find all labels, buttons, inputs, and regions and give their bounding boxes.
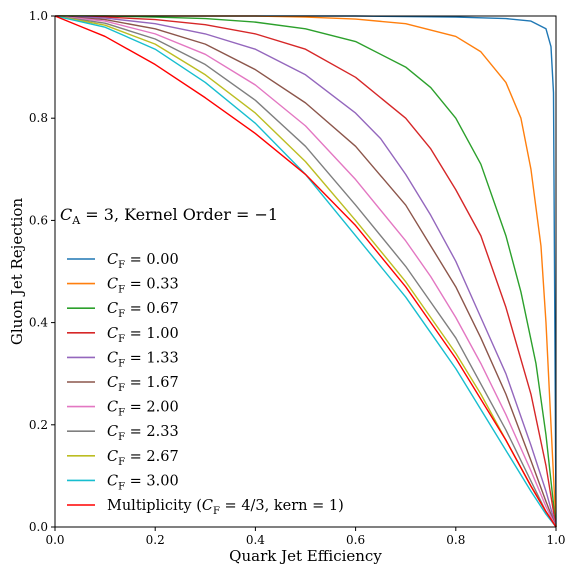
y-tick-label: 0.2: [29, 418, 48, 432]
series-line-10: [54, 15, 557, 528]
series-line-3: [54, 15, 557, 528]
legend-label-6: CF = 2.00: [107, 400, 179, 419]
x-tick-label: 0.8: [446, 533, 465, 547]
annotation-text: CA = 3, Kernel Order = −1: [60, 205, 278, 227]
plot-background: [55, 16, 556, 527]
y-axis-label: Gluon Jet Rejection: [8, 198, 26, 346]
y-tick-label: 0.4: [29, 316, 48, 330]
y-tick-label: 0.8: [29, 111, 48, 125]
x-axis-label: Quark Jet Efficiency: [229, 547, 382, 565]
legend-label-3: CF = 1.00: [107, 326, 179, 345]
y-tick-label: 0.6: [29, 213, 48, 227]
legend-label-4: CF = 1.33: [107, 350, 179, 369]
legend-label-7: CF = 2.33: [107, 424, 179, 443]
x-tick-label: 0.6: [346, 533, 365, 547]
legend-label-0: CF = 0.00: [107, 252, 179, 271]
y-tick-label: 1.0: [29, 9, 48, 23]
x-tick-label: 0.0: [45, 533, 64, 547]
series-line-6: [54, 15, 557, 528]
x-tick-label: 0.4: [246, 533, 265, 547]
legend-label-8: CF = 2.67: [107, 449, 179, 468]
legend-label-2: CF = 0.67: [107, 301, 179, 320]
legend: CF = 0.00 CF = 0.33 CF = 0.67 CF = 1.00 CF =…: [67, 252, 344, 517]
plot-frame: [54, 15, 557, 528]
legend-label-1: CF = 0.33: [107, 277, 179, 296]
series-line-5: [54, 15, 557, 528]
x-tick-label: 0.2: [146, 533, 165, 547]
y-tick-label: 0.0: [29, 520, 48, 534]
legend-label-10: Multiplicity (CF = 4/3, kern = 1): [107, 498, 344, 517]
x-tick-label: 1.0: [546, 533, 565, 547]
series-line-7: [54, 15, 557, 528]
series-line-9: [54, 15, 557, 528]
series-layer: [54, 15, 557, 528]
series-line-2: [55, 15, 557, 528]
tick-layer: 0.0 0.2 0.4 0.6 0.8 1.0 0.0 0.2 0.4 0.6 0.8 1.0: [29, 9, 566, 547]
series-line-4: [54, 15, 557, 528]
legend-label-9: CF = 3.00: [107, 473, 179, 492]
legend-label-5: CF = 1.67: [107, 375, 179, 394]
